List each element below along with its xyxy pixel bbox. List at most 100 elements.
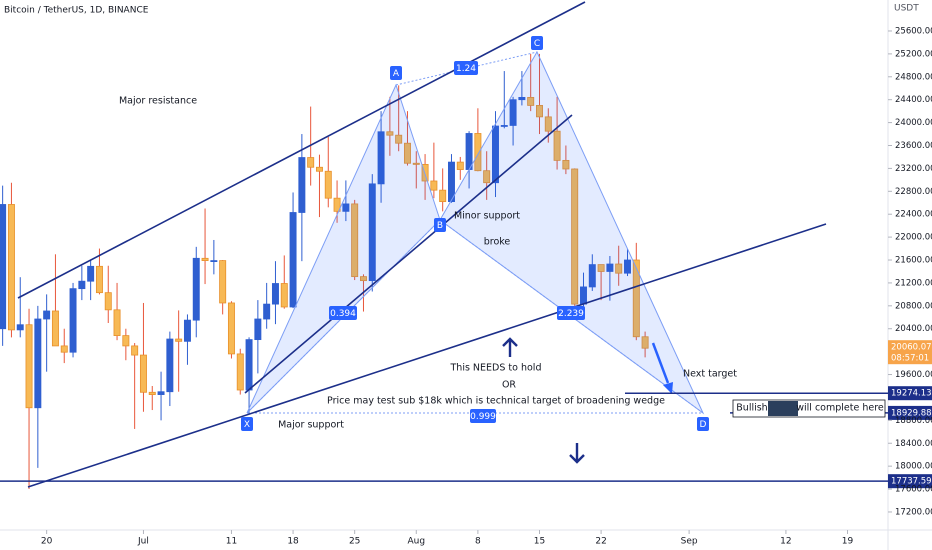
pattern-label: C xyxy=(534,39,540,49)
candle-body xyxy=(34,318,42,409)
drawings xyxy=(17,1,827,488)
candle-body xyxy=(368,183,376,282)
x-tick-label: 19 xyxy=(842,537,854,547)
candle-body xyxy=(553,130,561,161)
candle-body xyxy=(377,131,385,185)
chart-title: Bitcoin / TetherUS, 1D, BINANCE xyxy=(4,6,149,16)
candle-body xyxy=(7,204,15,331)
annotation: Price may test sub $18k which is technic… xyxy=(327,396,665,407)
annotation: broke xyxy=(484,237,511,248)
x-tick-label: 15 xyxy=(534,537,545,547)
x-tick-label: 18 xyxy=(287,537,299,547)
y-tick-label: 20400.00 xyxy=(895,324,932,334)
pattern-label-box xyxy=(329,306,357,320)
candle-body xyxy=(536,105,543,118)
pattern-label: 1.24 xyxy=(456,64,476,74)
pattern-label: D xyxy=(700,420,707,430)
candle-body xyxy=(359,276,367,282)
last-price-label: 20060.07 xyxy=(891,343,932,353)
annotation: Next target xyxy=(683,369,737,380)
x-tick-label: 22 xyxy=(595,537,606,547)
y-tick-label: 24000.00 xyxy=(895,118,932,128)
candle-body xyxy=(315,166,323,172)
pattern-label: B xyxy=(437,221,443,231)
overlay: 19274.13 18929.88 17737.59 20060.0708:57:01… xyxy=(0,36,932,489)
pattern-label: 2.239 xyxy=(558,309,584,319)
candle-body xyxy=(641,336,649,349)
annotation: Major support xyxy=(278,420,344,431)
x-tick-label: Jul xyxy=(137,537,149,547)
candle-body xyxy=(210,260,218,262)
candle-body xyxy=(16,324,24,331)
candle-body xyxy=(474,133,482,172)
countdown-label: 08:57:01 xyxy=(891,354,929,364)
annotation: Minor support xyxy=(454,211,520,222)
pattern-label: X xyxy=(244,420,250,430)
candle-body xyxy=(245,339,253,391)
candle-body xyxy=(87,265,95,282)
x-tick-label: 25 xyxy=(349,537,360,547)
candle-body xyxy=(606,263,614,272)
candle-body xyxy=(131,345,139,356)
last-price-tag xyxy=(888,340,932,365)
candle-body xyxy=(509,99,517,126)
pattern-label-box xyxy=(434,218,446,232)
candle-body xyxy=(562,159,570,170)
x-tick-label: 12 xyxy=(780,537,791,547)
y-tick-label: 17600.00 xyxy=(895,485,932,495)
y-tick-label: 25600.00 xyxy=(895,26,932,36)
y-tick-label: 18000.00 xyxy=(895,462,932,472)
candle-body xyxy=(122,335,130,347)
candle-body xyxy=(351,203,359,278)
y-tick-label: 21600.00 xyxy=(895,256,932,266)
candle-body xyxy=(139,354,147,393)
y-tick-label: 24400.00 xyxy=(895,95,932,105)
y-tick-label: 18400.00 xyxy=(895,439,932,449)
candle-body xyxy=(280,283,288,308)
candle-body xyxy=(271,283,279,305)
annotation: will complete here xyxy=(796,403,884,414)
candle-body xyxy=(527,96,535,106)
price-level-tag xyxy=(888,474,932,489)
candle-body xyxy=(60,345,68,353)
pattern-label-box xyxy=(241,417,253,431)
pattern-label-box xyxy=(531,36,543,50)
x-tick-label: 20 xyxy=(41,537,53,547)
candle-body xyxy=(518,96,526,101)
note-image xyxy=(768,401,798,416)
y-tick-label: 25200.00 xyxy=(895,49,932,59)
candle-body xyxy=(492,125,499,184)
annotation: This NEEDS to hold xyxy=(450,363,542,374)
price-level-label: 18929.88 xyxy=(891,408,932,418)
candle-body xyxy=(430,180,438,191)
pattern-label: 0.394 xyxy=(330,309,356,319)
y-tick-label: 18800.00 xyxy=(895,416,932,426)
target-arrow-head xyxy=(663,382,673,394)
candle-body xyxy=(439,189,447,203)
candle-body xyxy=(403,142,411,164)
candle-body xyxy=(307,157,315,168)
resistance-line xyxy=(17,1,586,299)
candle-body xyxy=(43,310,51,320)
up-arrow xyxy=(502,337,518,357)
candle-body xyxy=(219,260,227,304)
candle-body xyxy=(0,204,7,330)
price-level-tag xyxy=(888,405,932,420)
candle-body xyxy=(263,303,271,320)
x-tick-label: 8 xyxy=(475,537,481,547)
y-tick-label: 22800.00 xyxy=(895,187,932,197)
x-tick-label: Sep xyxy=(681,537,698,547)
candle-body xyxy=(192,257,200,321)
annotation: Bullish xyxy=(736,403,767,414)
candle-body xyxy=(289,212,297,308)
pattern-label-box xyxy=(454,61,478,75)
price-level-label: 17737.59 xyxy=(891,477,932,487)
candle-body xyxy=(175,338,183,342)
candle-body xyxy=(236,353,244,391)
candle-body xyxy=(412,162,420,165)
candle-body xyxy=(544,116,552,132)
pattern-label: 0.999 xyxy=(470,412,496,422)
candles xyxy=(0,53,649,490)
candle-body xyxy=(597,264,605,272)
